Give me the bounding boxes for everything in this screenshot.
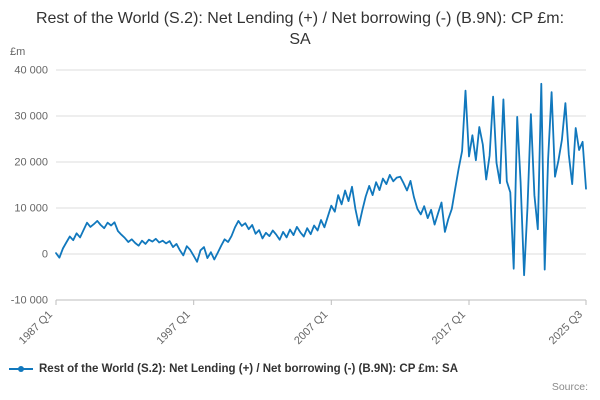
- legend-line-marker: [9, 366, 33, 372]
- y-tick-label: 0: [42, 249, 48, 261]
- y-tick-label: -10 000: [11, 295, 48, 307]
- line-chart-canvas[interactable]: -10 000 0 10 000 20 000 30 000 40 000 1987 Q1 1…: [0, 60, 600, 355]
- x-tick-label: 2007 Q1: [292, 309, 330, 347]
- y-tick-label: 20 000: [14, 157, 48, 169]
- legend-item[interactable]: Rest of the World (S.2): Net Lending (+)…: [8, 363, 592, 375]
- page-title: Rest of the World (S.2): Net Lending (+)…: [35, 10, 565, 48]
- x-tick-label: 2017 Q1: [430, 309, 468, 347]
- data-line[interactable]: [55, 82, 587, 277]
- x-tick-label: 2025 Q3: [547, 309, 585, 347]
- source-label: Source:: [551, 381, 588, 393]
- y-tick-label: 10 000: [14, 203, 48, 215]
- x-tick-label: 1987 Q1: [17, 309, 55, 347]
- y-axis-unit-label: £m: [10, 46, 26, 58]
- y-tick-label: 30 000: [14, 111, 48, 123]
- y-tick-label: 40 000: [14, 65, 48, 77]
- x-tick-label: 1997 Q1: [154, 309, 192, 347]
- legend-label: Rest of the World (S.2): Net Lending (+)…: [39, 363, 459, 375]
